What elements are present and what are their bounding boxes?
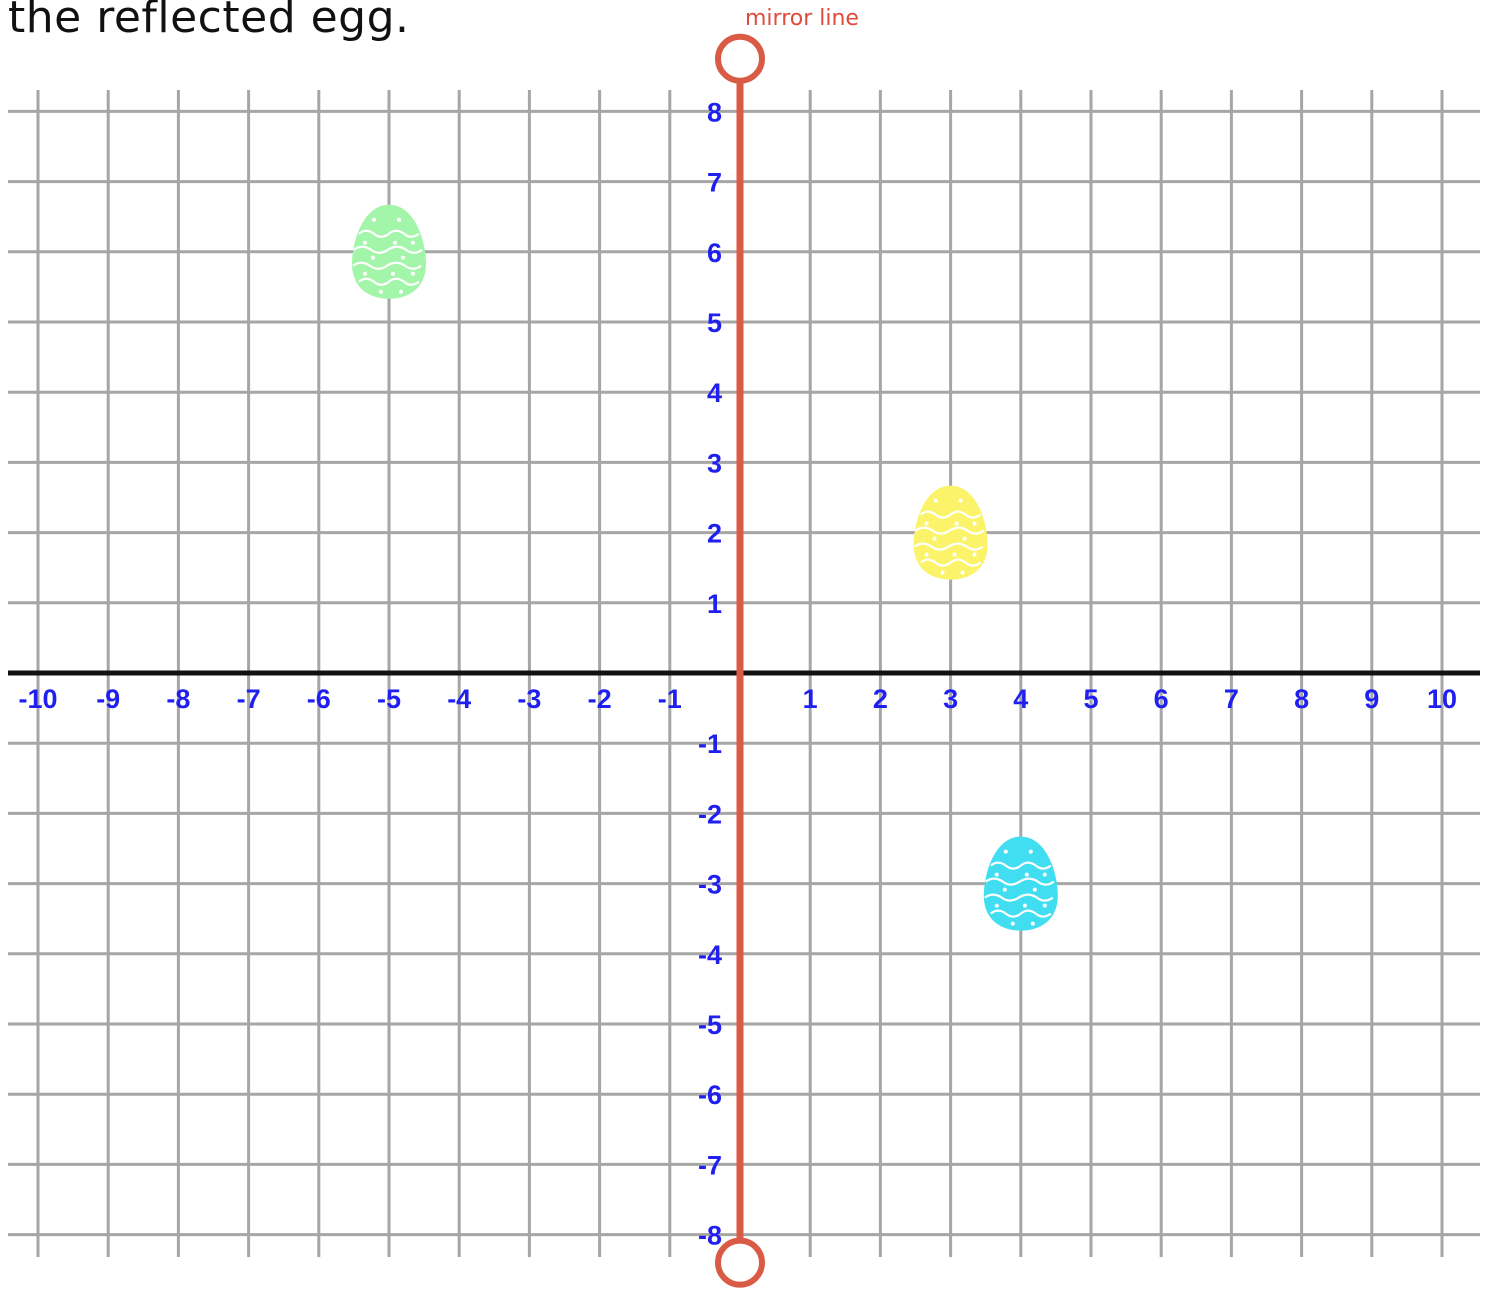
tick-labels: -10 -9 -8 -7 -6 -5 -4 -3 -2 -1 1 2 3 4 5 6 7 8 9 10 8 7 6 5 4 3 2 1… [18,97,1457,1250]
y-tick-label: 5 [707,308,722,338]
y-tick-label: 8 [707,97,722,127]
x-tick-label: -9 [96,684,120,714]
y-tick-label: -2 [698,799,722,829]
y-tick-label: -4 [698,940,722,970]
x-tick-label: 3 [943,684,958,714]
y-tick-label: -5 [698,1010,722,1040]
x-tick-label: 8 [1294,684,1309,714]
x-tick-label: 4 [1013,684,1028,714]
y-tick-label: -7 [698,1150,722,1180]
blue-egg[interactable] [982,835,1059,932]
x-tick-label: 1 [803,684,818,714]
x-tick-label: -8 [166,684,190,714]
x-tick-label: 5 [1083,684,1098,714]
instruction-text: the reflected egg. [8,0,410,43]
x-tick-label: 7 [1224,684,1239,714]
y-tick-label: 1 [707,589,722,619]
x-tick-label: -2 [588,684,612,714]
y-tick-label: 3 [707,448,722,478]
x-tick-label: -7 [237,684,261,714]
x-tick-label: -3 [517,684,541,714]
y-tick-label: 2 [707,519,722,549]
x-tick-label: -5 [377,684,401,714]
x-tick-label: -6 [307,684,331,714]
x-tick-label: -4 [447,684,471,714]
mirror-line[interactable] [715,33,765,1288]
x-tick-label: -1 [658,684,682,714]
axes [8,90,1480,1257]
y-tick-label: 6 [707,238,722,268]
mirror-handle-bottom[interactable] [715,1237,765,1288]
x-tick-label: 2 [873,684,888,714]
y-tick-label: -1 [698,729,722,759]
y-tick-label: -6 [698,1080,722,1110]
y-tick-label: 7 [707,168,722,198]
green-egg[interactable] [350,203,428,300]
mirror-handle-top[interactable] [715,33,765,84]
mirror-line-label: mirror line [745,6,859,31]
x-tick-label: 10 [1427,684,1457,714]
x-tick-label: -10 [18,684,57,714]
yellow-egg[interactable] [912,484,989,581]
y-tick-label: 4 [707,378,722,408]
y-tick-label: -8 [698,1221,722,1251]
x-tick-label: 9 [1364,684,1379,714]
y-tick-label: -3 [698,870,722,900]
x-tick-label: 6 [1154,684,1169,714]
